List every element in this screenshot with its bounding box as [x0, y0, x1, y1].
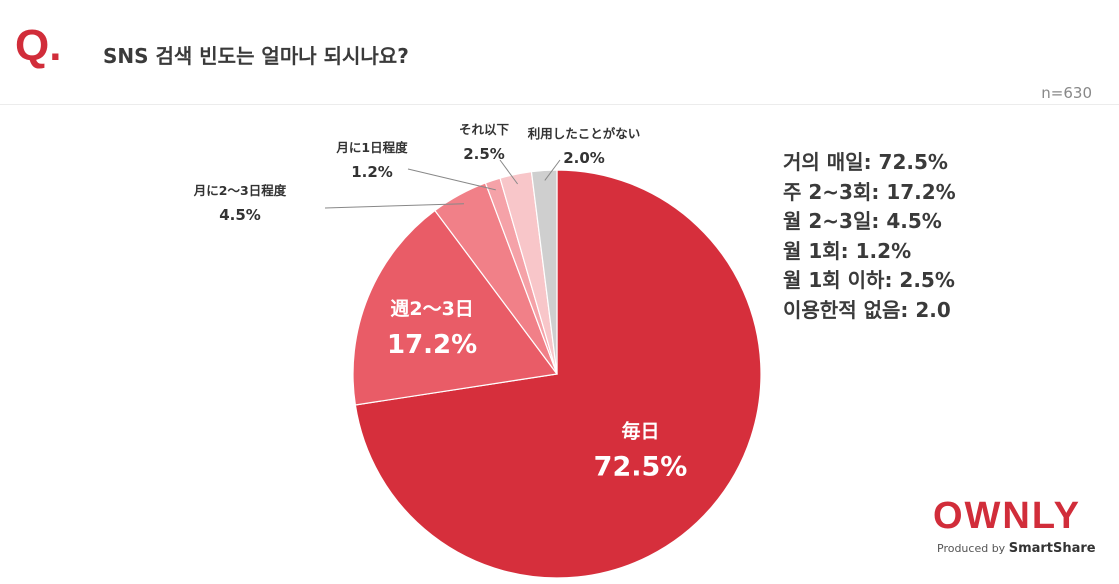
- outside-label-name: 月に1日程度: [335, 140, 408, 155]
- pie-slice-0: [354, 169, 762, 579]
- leader-line: [407, 168, 496, 191]
- slice-label-name: 毎日: [621, 420, 659, 443]
- outside-label-value: 1.2%: [351, 163, 393, 181]
- summary-item: 주 2~3회: 17.2%: [783, 179, 956, 204]
- leader-line: [324, 203, 465, 209]
- outside-label-name: それ以下: [459, 122, 510, 137]
- question-title: SNS 검색 빈도는 얼마나 되시나요?: [103, 44, 409, 68]
- slice-label-value: 72.5%: [594, 452, 688, 483]
- credit-line: Produced by SmartShare: [937, 541, 1096, 556]
- slice-label-value: 17.2%: [387, 330, 477, 360]
- leader-line: [499, 159, 519, 185]
- pie-slice-5: [530, 169, 558, 375]
- pie-slice-1: [352, 209, 559, 406]
- smartshare-logo: SmartShare: [1008, 541, 1096, 556]
- summary-item: 월 2~3일: 4.5%: [783, 209, 942, 233]
- slice-label-name: 週2〜3日: [390, 298, 473, 320]
- sample-size: n=630: [1041, 84, 1092, 102]
- outside-label-value: 2.5%: [463, 145, 505, 163]
- summary-item: 이용한적 없음: 2.0: [783, 297, 951, 322]
- outside-label-value: 2.0%: [563, 149, 605, 167]
- summary-item: 거의 매일: 72.5%: [783, 150, 948, 174]
- leader-line: [544, 159, 561, 181]
- summary-item: 월 1회 이하: 2.5%: [783, 268, 955, 292]
- ownly-logo: OWNLY: [933, 495, 1081, 537]
- outside-label-value: 4.5%: [219, 206, 261, 224]
- summary-list: 거의 매일: 72.5% 주 2~3회: 17.2% 월 2~3일: 4.5% …: [783, 148, 956, 325]
- outside-label-name: 利用したことがない: [528, 126, 641, 141]
- question-mark-icon: Q.: [15, 21, 62, 70]
- header: Q. SNS 검색 빈도는 얼마나 되시나요? n=630: [0, 0, 1119, 105]
- produced-by-text: Produced by: [937, 542, 1006, 555]
- outside-label-name: 月に2〜3日程度: [193, 183, 287, 198]
- summary-item: 월 1회: 1.2%: [783, 238, 912, 263]
